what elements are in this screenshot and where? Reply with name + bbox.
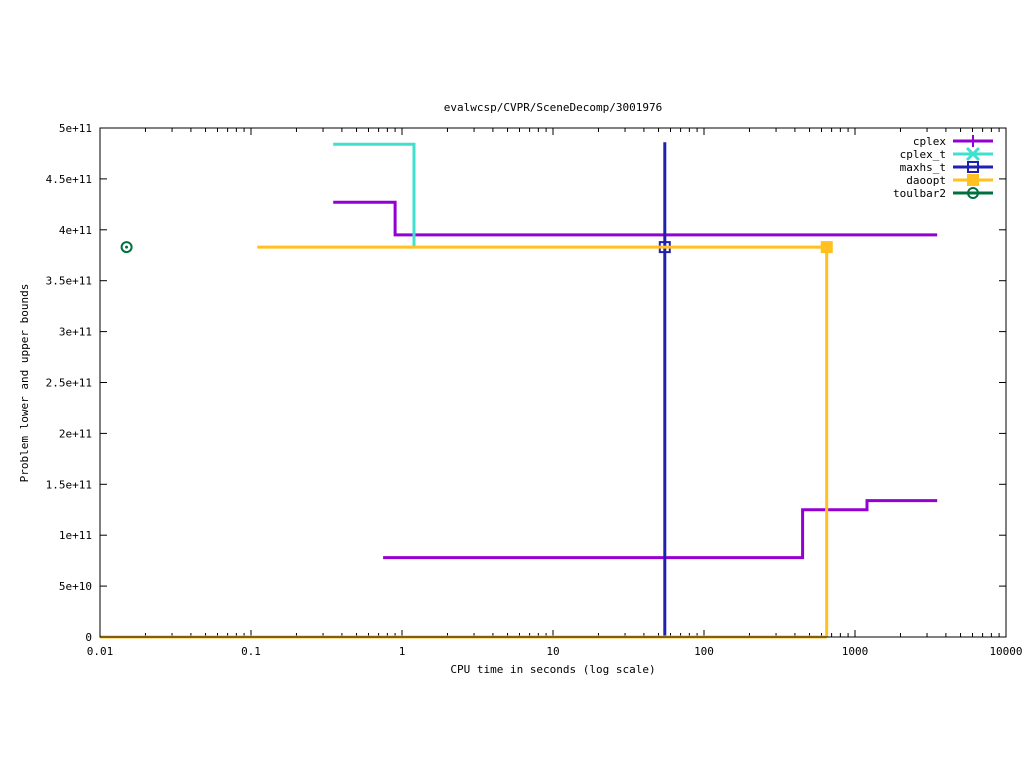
plot-frame <box>99 127 1007 638</box>
series-line-cplex <box>333 200 938 237</box>
legend-marker-toulbar2-center <box>971 191 975 195</box>
y-tick-label: 4.5e+11 <box>46 173 92 186</box>
x-tick-label: 100 <box>694 645 714 658</box>
series-line-cplex <box>383 499 938 560</box>
y-tick-label: 3.5e+11 <box>46 275 92 288</box>
y-tick-label: 5e+10 <box>59 580 92 593</box>
y-tick-label: 0 <box>85 631 92 644</box>
y-tick-label: 1.5e+11 <box>46 478 92 491</box>
legend-marker-daoopt <box>967 174 979 186</box>
chart-title: evalwcsp/CVPR/SceneDecomp/3001976 <box>444 101 663 114</box>
y-tick-label: 1e+11 <box>59 529 92 542</box>
legend-marker-cplex_t <box>965 146 981 162</box>
x-tick-label: 1 <box>399 645 406 658</box>
data-point-toulbar2-center <box>125 245 129 249</box>
series-toulbar2 <box>120 241 133 254</box>
x-tick-label: 10 <box>546 645 559 658</box>
legend-marker-maxhs_t <box>967 161 979 173</box>
legend-marker-cplex <box>967 135 979 147</box>
series-line-cplex_t <box>333 142 416 248</box>
x-tick-label: 0.1 <box>241 645 261 658</box>
series-line-daoopt <box>257 245 829 637</box>
y-tick-label: 5e+11 <box>59 122 92 135</box>
x-tick-label: 0.01 <box>87 645 114 658</box>
y-tick-label: 4e+11 <box>59 224 92 237</box>
legend-label-cplex: cplex <box>913 135 946 148</box>
data-point-daoopt <box>820 241 833 254</box>
y-tick-label: 2.5e+11 <box>46 377 92 390</box>
legend-label-maxhs_t: maxhs_t <box>900 161 946 174</box>
x-axis-label: CPU time in seconds (log scale) <box>450 663 655 676</box>
legend-label-toulbar2: toulbar2 <box>893 187 946 200</box>
x-tick-label: 1000 <box>842 645 869 658</box>
ticks-layer: 0 5e+10 1e+11 1.5e+11 2e+11 2.5e+11 3e+11 3.5e+… <box>46 122 1023 658</box>
legend-label-cplex_t: cplex_t <box>900 148 946 161</box>
y-tick-label: 2e+11 <box>59 427 92 440</box>
series-cplex <box>333 200 938 560</box>
series-daoopt <box>100 241 833 639</box>
series-maxhs_t <box>658 142 671 637</box>
y-tick-label: 3e+11 <box>59 326 92 339</box>
y-axis-label: Problem lower and upper bounds <box>18 284 31 483</box>
legend-marker-toulbar2 <box>967 187 979 199</box>
data-point-toulbar2 <box>120 241 133 254</box>
series-layer <box>100 142 938 639</box>
series-cplex_t <box>333 142 416 248</box>
x-tick-label: 10000 <box>989 645 1022 658</box>
legend-label-daoopt: daoopt <box>906 174 946 187</box>
